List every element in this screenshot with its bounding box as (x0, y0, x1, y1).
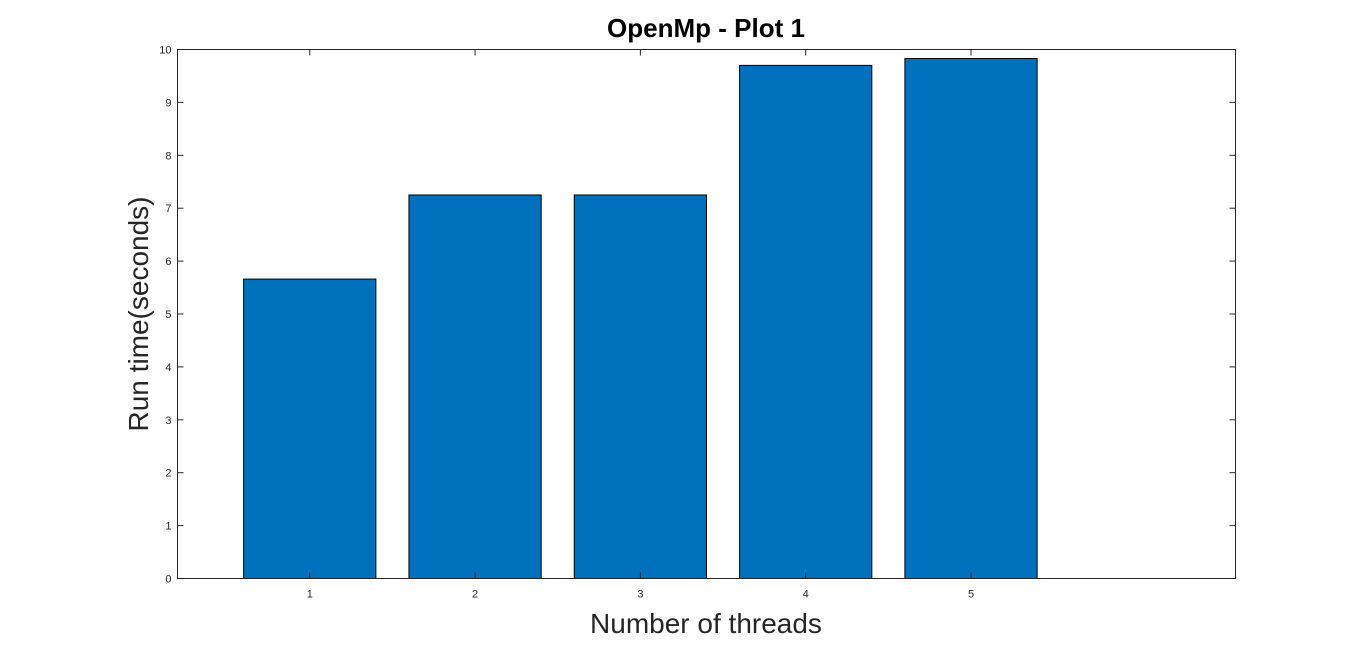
bar-5 (904, 57, 1038, 580)
bars-group (243, 57, 1038, 580)
y-tick-label: 6 (165, 256, 171, 268)
y-tick-label: 7 (165, 203, 171, 215)
x-tick-label: 5 (968, 589, 974, 601)
bar-2 (408, 194, 542, 579)
y-axis: 0 1 2 3 4 5 6 7 8 9 10 (159, 45, 1236, 586)
bar-3 (573, 194, 707, 579)
y-tick-label: 4 (165, 362, 171, 374)
y-tick-label: 1 (165, 521, 171, 533)
y-tick-label: 5 (165, 309, 171, 321)
y-tick-label: 3 (165, 415, 171, 427)
y-tick-label: 0 (165, 574, 171, 586)
x-tick-label: 1 (307, 589, 313, 601)
x-tick-label: 4 (803, 589, 809, 601)
y-tick-label: 10 (159, 45, 171, 57)
x-axis-label: Number of threads (590, 608, 822, 639)
y-tick-label: 9 (165, 97, 171, 109)
chart-title: OpenMp - Plot 1 (607, 13, 805, 43)
bar-1 (243, 278, 377, 579)
y-tick-label: 2 (165, 468, 171, 480)
bar-4 (739, 64, 873, 580)
x-axis: 1 2 3 4 5 (307, 49, 974, 601)
y-axis-label: Run time(seconds) (123, 197, 154, 432)
x-tick-label: 2 (472, 589, 478, 601)
y-tick-label: 8 (165, 150, 171, 162)
x-tick-label: 3 (637, 589, 643, 601)
